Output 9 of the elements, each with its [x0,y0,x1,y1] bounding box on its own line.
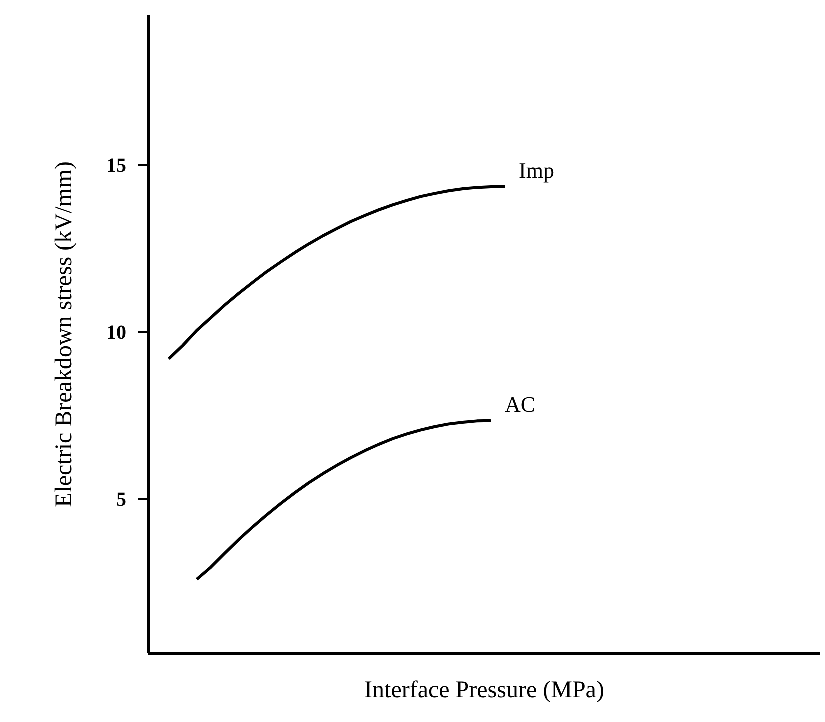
y-tick-label: 15 [106,154,126,177]
y-axis-title: Electric Breakdown stress (kV/mm) [52,162,78,508]
y-tick-label: 5 [116,488,126,511]
series-label: AC [505,392,536,417]
x-axis-title: Interface Pressure (MPa) [364,678,604,704]
line-series [196,419,492,582]
line-series [168,186,506,361]
series-label: Imp [519,158,554,184]
y-tick-label: 10 [106,322,126,344]
